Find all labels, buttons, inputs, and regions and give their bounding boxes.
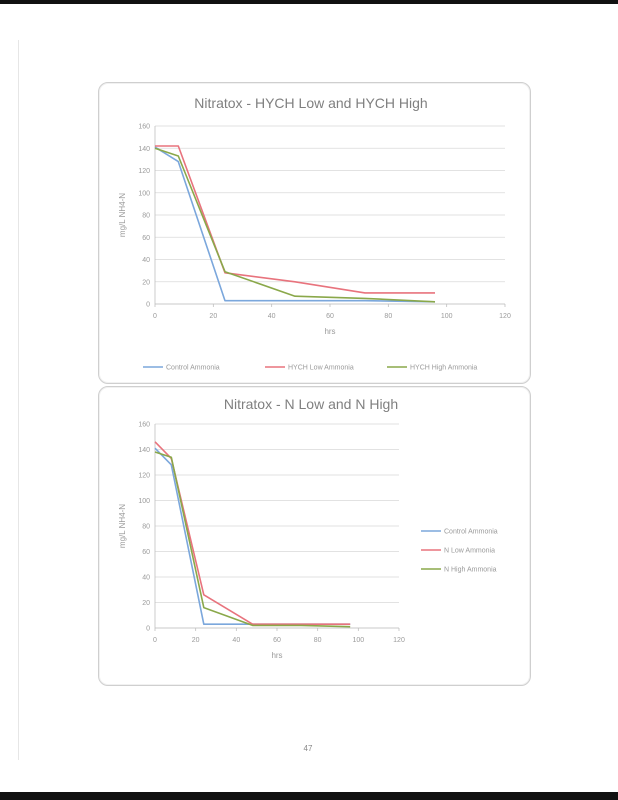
page-bottom-border bbox=[0, 792, 618, 800]
chart1-xlabel: hrs bbox=[324, 327, 335, 336]
chart1-ytick-label: 40 bbox=[142, 257, 150, 264]
chart2-xlabel: hrs bbox=[271, 651, 282, 660]
chart1-ytick-label: 60 bbox=[142, 235, 150, 242]
chart1-ytick-label: 0 bbox=[146, 302, 150, 309]
chart1-ytick-label: 20 bbox=[142, 279, 150, 286]
chart1-xtick-label: 120 bbox=[499, 313, 511, 320]
chart-n: Nitratox - N Low and N High 0 20 40 60 80 100 1… bbox=[98, 386, 531, 686]
chart1-series-line-0 bbox=[154, 146, 436, 303]
page-number: 47 bbox=[303, 744, 313, 753]
chart1-xtick-label: 20 bbox=[209, 313, 217, 320]
chart-hych: Nitratox - HYCH Low and HYCH High 0 20 40 60… bbox=[98, 82, 531, 384]
chart2-ytick-label: 20 bbox=[142, 600, 150, 607]
chart2-ylabel: mg/L NH4-N bbox=[118, 504, 127, 548]
chart2-ytick-label: 80 bbox=[142, 524, 150, 531]
chart2-series-line-2 bbox=[154, 451, 351, 628]
chart1-xtick-label: 60 bbox=[326, 313, 334, 320]
chart2-ytick-label: 60 bbox=[142, 549, 150, 556]
chart2-ytick-label: 0 bbox=[146, 626, 150, 633]
chart-n-svg: Nitratox - N Low and N High 0 20 40 60 80 100 1… bbox=[118, 396, 498, 660]
chart-hych-svg: Nitratox - HYCH Low and HYCH High 0 20 40 60… bbox=[118, 95, 511, 372]
chart1-ytick-label: 140 bbox=[138, 146, 150, 153]
chart1-legend-label: HYCH Low Ammonia bbox=[288, 365, 354, 372]
chart1-ytick-label: 80 bbox=[142, 213, 150, 220]
chart1-series-line-1 bbox=[155, 145, 435, 294]
chart2-ytick-label: 100 bbox=[138, 498, 150, 505]
chart2-xtick-label: 80 bbox=[314, 637, 322, 644]
chart2-ytick-label: 120 bbox=[138, 473, 150, 480]
chart1-xtick-label: 40 bbox=[268, 313, 276, 320]
page-margin-line bbox=[18, 40, 19, 760]
chart1-xtick-label: 100 bbox=[441, 313, 453, 320]
chart2-title: Nitratox - N Low and N High bbox=[224, 396, 398, 412]
chart1-ytick-label: 160 bbox=[138, 124, 150, 131]
chart1-legend-label: HYCH High Ammonia bbox=[410, 365, 477, 372]
chart1-ytick-label: 100 bbox=[138, 190, 150, 197]
chart1-xtick-label: 80 bbox=[384, 313, 392, 320]
chart1-title: Nitratox - HYCH Low and HYCH High bbox=[194, 95, 427, 111]
chart1-xtick-label: 0 bbox=[153, 313, 157, 320]
chart1-series-line-2 bbox=[154, 147, 436, 303]
chart2-legend-label: N Low Ammonia bbox=[444, 548, 495, 555]
chart2-xtick-label: 100 bbox=[352, 637, 364, 644]
chart2-ytick-label: 160 bbox=[138, 422, 150, 429]
chart2-xtick-label: 20 bbox=[192, 637, 200, 644]
chart2-ytick-label: 140 bbox=[138, 447, 150, 454]
chart2-legend-label: N High Ammonia bbox=[444, 567, 497, 574]
chart2-series-line-1 bbox=[154, 441, 351, 625]
chart2-xtick-label: 60 bbox=[273, 637, 281, 644]
chart1-ytick-label: 120 bbox=[138, 168, 150, 175]
chart2-legend-label: Control Ammonia bbox=[444, 529, 498, 536]
chart2-xtick-label: 40 bbox=[232, 637, 240, 644]
chart1-legend-label: Control Ammonia bbox=[166, 365, 220, 372]
page-top-border bbox=[0, 0, 618, 4]
chart2-ytick-label: 40 bbox=[142, 575, 150, 582]
chart2-xtick-label: 120 bbox=[393, 637, 405, 644]
chart2-xtick-label: 0 bbox=[153, 637, 157, 644]
chart1-ylabel: mg/L NH4-N bbox=[118, 193, 127, 237]
